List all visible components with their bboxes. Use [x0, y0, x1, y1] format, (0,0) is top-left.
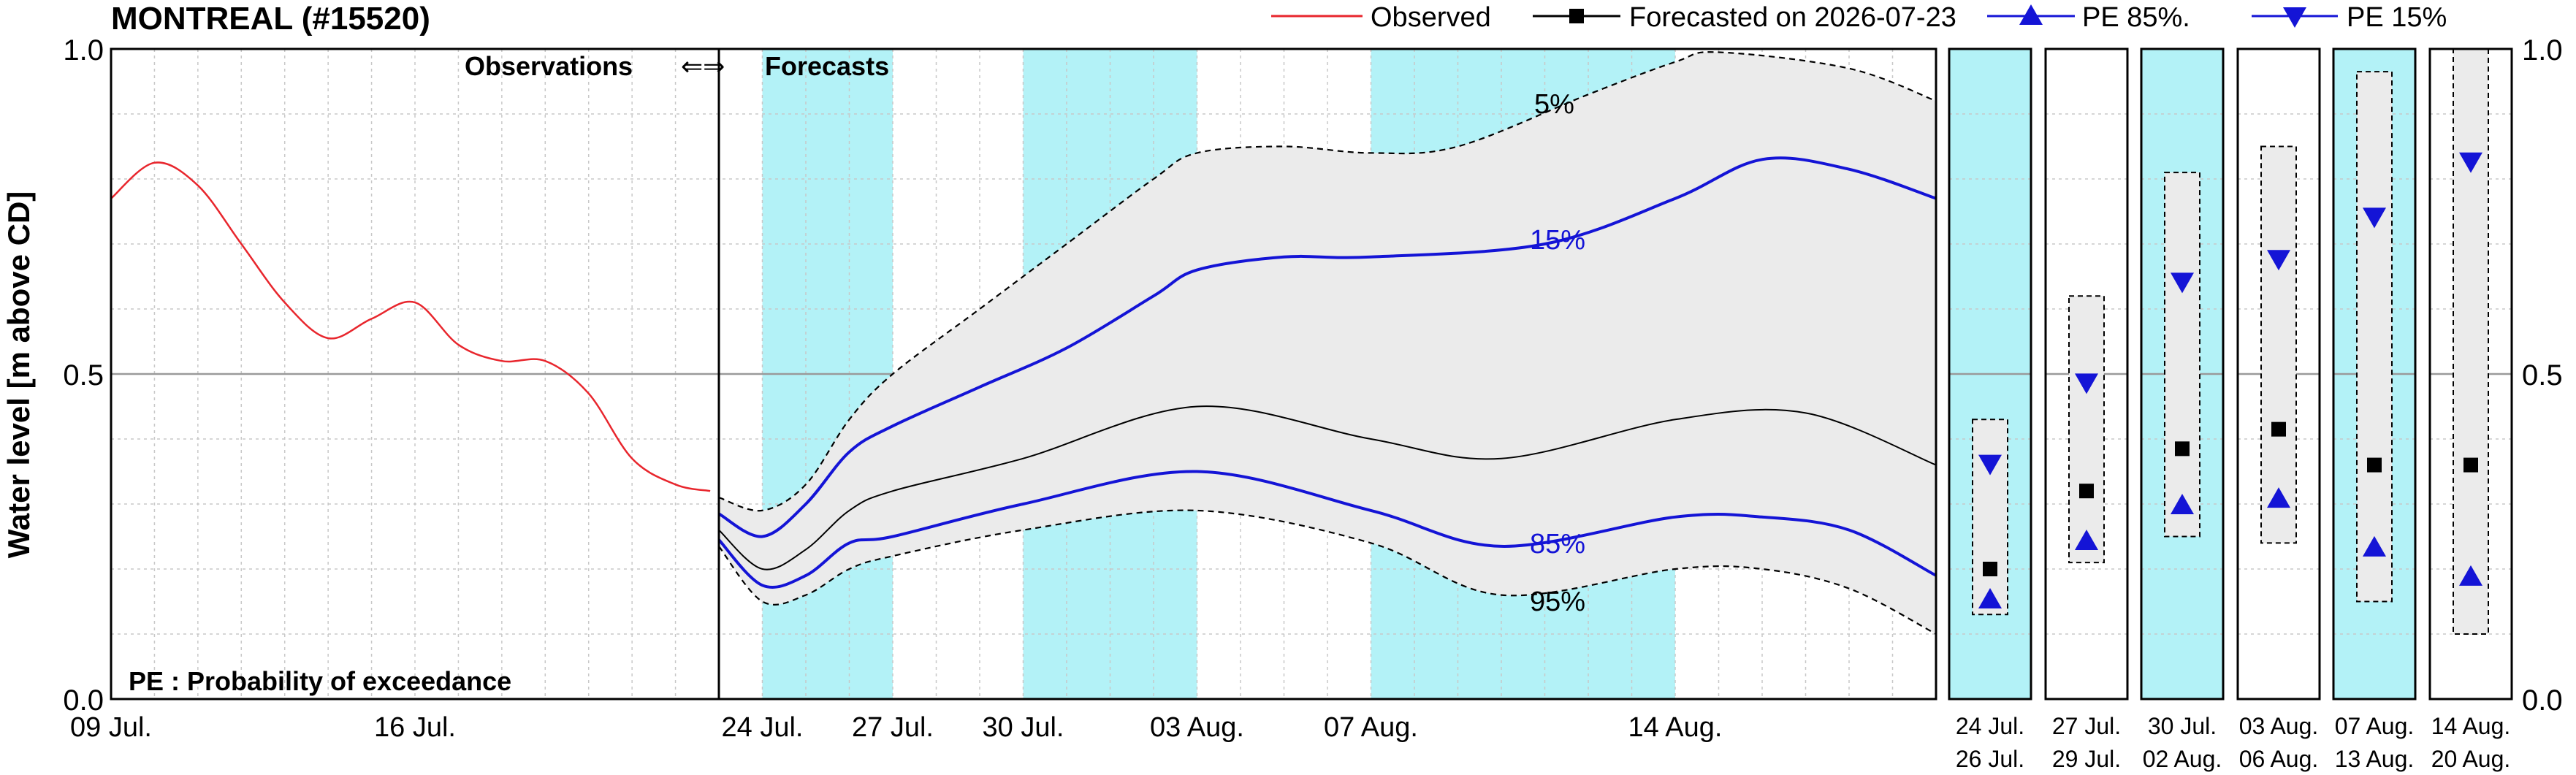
panel-period-end: 13 Aug.	[2335, 746, 2415, 772]
panel-range-box	[2356, 71, 2393, 603]
panel-range-box	[1972, 419, 2008, 616]
series-line-85-	[717, 470, 1937, 589]
panel-frame	[1948, 47, 2032, 700]
plot-frame	[110, 47, 1937, 700]
legend-forecast-marker	[1569, 9, 1584, 23]
pe85-line-label: 85%	[1530, 529, 1585, 560]
period-panel: 27 Jul. 29 Jul.	[2044, 47, 2129, 772]
y-tick-label: 1.0	[63, 34, 104, 66]
median-marker	[2271, 421, 2286, 437]
pe85-marker	[2267, 487, 2290, 508]
panel-period-start: 27 Jul.	[2052, 713, 2121, 739]
panel-range-box	[2164, 172, 2200, 538]
series-line-forecasted-on-2026-07-23	[718, 405, 1937, 570]
period-panels: 24 Jul. 26 Jul. 27 Jul. 29 Jul. 30 Jul. 02 Au…	[1948, 47, 2513, 772]
pe15-line-label: 15%	[1530, 225, 1585, 256]
y-tick-label: 1.0	[2522, 34, 2563, 66]
series-line-5-	[718, 51, 1937, 512]
x-tick-label: 27 Jul.	[852, 712, 934, 743]
panel-frame	[2428, 47, 2513, 700]
y-tick-labels-left: 1.0 0.5 0.0	[63, 34, 104, 717]
x-tick-label: 03 Aug.	[1150, 712, 1244, 743]
pe15-marker	[2459, 152, 2482, 173]
pe15-marker	[2075, 373, 2098, 394]
panel-period-end: 20 Aug.	[2431, 746, 2511, 772]
panel-period-start: 30 Jul.	[2148, 713, 2217, 739]
period-panel: 14 Aug. 20 Aug.	[2428, 47, 2513, 772]
y-tick-label: 0.5	[63, 359, 104, 392]
panel-range-box	[2260, 145, 2297, 544]
legend-pe85-triangle-icon	[2019, 4, 2043, 25]
panel-period-end: 29 Jul.	[2052, 746, 2121, 772]
y-axis-label: Water level [m above CD]	[1, 191, 36, 559]
panel-period-end: 06 Aug.	[2239, 746, 2319, 772]
legend: Observed Forecasted on 2026-07-23 PE 85%…	[1271, 2, 2447, 33]
panel-period-start: 03 Aug.	[2239, 713, 2319, 739]
pe-footnote: PE : Probability of exceedance	[129, 666, 511, 696]
panel-range-box	[2453, 48, 2489, 635]
panel-period-start: 14 Aug.	[2431, 713, 2511, 739]
band-label-5: 5%	[1534, 89, 1574, 120]
legend-pe15-triangle-icon	[2283, 7, 2306, 28]
panel-frame	[2236, 47, 2321, 700]
panel-frame	[2332, 47, 2417, 700]
panel-frame	[2044, 47, 2129, 700]
pe85-marker	[2171, 494, 2194, 514]
x-tick-label: 07 Aug.	[1324, 712, 1418, 743]
x-tick-label: 16 Jul.	[374, 712, 456, 743]
pe85-marker	[2075, 529, 2098, 550]
forecasts-label: Forecasts	[765, 51, 889, 81]
main-plot-area: 09 Jul. 16 Jul. 24 Jul. 27 Jul. 30 Jul. 03 Au…	[70, 47, 1937, 743]
legend-pe15-label: PE 15%	[2347, 2, 2447, 33]
legend-observed-label: Observed	[1371, 2, 1491, 33]
panel-period-end: 02 Aug.	[2143, 746, 2222, 772]
period-panel: 07 Aug. 13 Aug.	[2332, 47, 2417, 772]
y-tick-labels-right: 1.0 0.5 0.0	[2522, 34, 2563, 717]
observations-label: Observations	[465, 51, 633, 81]
median-marker	[2175, 441, 2190, 457]
legend-pe85-label: PE 85%.	[2082, 2, 2190, 33]
uncertainty-band	[719, 52, 1936, 634]
panel-period-start: 07 Aug.	[2335, 713, 2415, 739]
period-panel: 24 Jul. 26 Jul.	[1948, 47, 2032, 772]
period-panel: 30 Jul. 02 Aug.	[2140, 47, 2225, 772]
band-label-95: 95%	[1530, 587, 1585, 617]
x-tick-label: 09 Jul.	[70, 712, 152, 743]
y-tick-label: 0.5	[2522, 359, 2563, 392]
y-tick-label: 0.0	[2522, 684, 2563, 717]
x-tick-label: 14 Aug.	[1628, 712, 1723, 743]
direction-arrows: ⇐⇒	[681, 51, 725, 81]
pe85-marker	[2363, 535, 2386, 557]
pe15-marker	[1978, 454, 2002, 476]
pe15-marker	[2171, 272, 2194, 294]
chart-title: MONTREAL (#15520)	[111, 1, 430, 37]
median-marker	[2079, 484, 2094, 499]
series-line-15-	[717, 156, 1937, 538]
median-marker	[2463, 457, 2478, 473]
legend-forecast-label: Forecasted on 2026-07-23	[1629, 2, 1956, 33]
pe15-marker	[2363, 207, 2386, 229]
panel-period-start: 24 Jul.	[1956, 713, 2024, 739]
panel-range-box	[2068, 295, 2105, 564]
pe85-marker	[1978, 588, 2002, 609]
panel-frame	[2140, 47, 2225, 700]
pe85-marker	[2459, 565, 2482, 586]
observed-line	[110, 161, 711, 492]
pe15-marker	[2267, 250, 2290, 271]
y-tick-label: 0.0	[63, 684, 104, 717]
x-tick-label: 24 Jul.	[722, 712, 804, 743]
median-marker	[2367, 457, 2382, 473]
period-panel: 03 Aug. 06 Aug.	[2236, 47, 2321, 772]
panel-period-end: 26 Jul.	[1956, 746, 2024, 772]
median-marker	[1983, 562, 1997, 576]
x-tick-label: 30 Jul.	[983, 712, 1064, 743]
